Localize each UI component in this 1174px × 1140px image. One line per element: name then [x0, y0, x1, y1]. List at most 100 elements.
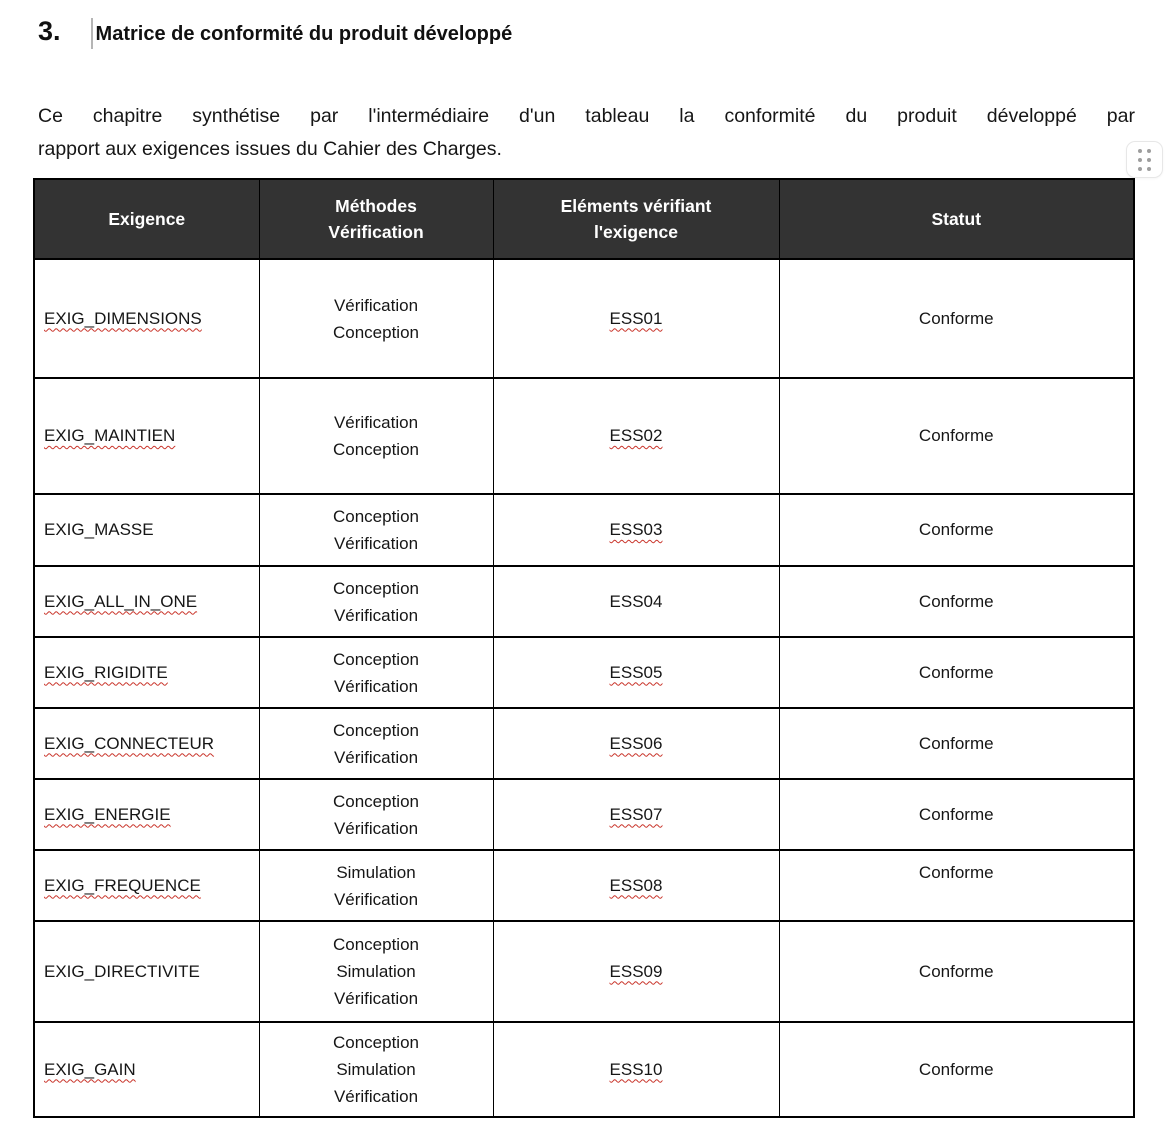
cell-element[interactable]: ESS09 [492, 920, 780, 1023]
table-row: EXIG_DIRECTIVITE Conception Simulation Véri… [33, 920, 1135, 1023]
cell-element[interactable]: ESS05 [492, 636, 780, 709]
element-label: ESS06 [609, 733, 663, 753]
methode-line: Simulation [336, 962, 416, 981]
table-row: EXIG_GAIN Conception Simulation Vérificatio… [33, 1021, 1135, 1118]
table-drag-handle[interactable] [1126, 141, 1163, 178]
statut-label: Conforme [918, 662, 994, 682]
methode-line: Vérification [333, 413, 419, 432]
methode-line: Conception [332, 649, 419, 669]
cell-methodes[interactable]: Conception Vérification [258, 707, 494, 780]
cell-element[interactable]: ESS08 [492, 849, 780, 922]
element-label: ESS04 [609, 591, 663, 611]
table-body: EXIG_DIMENSIONS Vérification Conception ESS… [33, 258, 1135, 1118]
element-label: ESS02 [609, 426, 663, 445]
exigence-label: EXIG_ENERGIE [44, 804, 171, 824]
cell-methodes[interactable]: Conception Vérification [258, 636, 494, 709]
statut-label: Conforme [918, 863, 994, 882]
cell-methodes[interactable]: Conception Simulation Vérification [258, 1021, 494, 1118]
table-row: EXIG_FREQUENCE Simulation Vérification ESS0… [33, 849, 1135, 922]
element-label: ESS01 [609, 308, 663, 328]
column-header-exigence[interactable]: Exigence [33, 178, 260, 260]
cell-statut[interactable]: Conforme [778, 565, 1135, 638]
cell-statut[interactable]: Conforme [778, 258, 1135, 379]
cell-methodes[interactable]: Vérification Conception [258, 258, 494, 379]
cell-exigence[interactable]: EXIG_GAIN [33, 1021, 260, 1118]
exigence-label: EXIG_MAINTIEN [44, 426, 176, 445]
table-row: EXIG_ENERGIE Conception Vérification ESS07 C… [33, 778, 1135, 851]
cell-exigence[interactable]: EXIG_ALL_IN_ONE [33, 565, 260, 638]
cell-methodes[interactable]: Simulation Vérification [258, 849, 494, 922]
statut-label: Conforme [918, 961, 994, 981]
cell-statut[interactable]: Conforme [778, 707, 1135, 780]
cell-statut[interactable]: Conforme [778, 636, 1135, 709]
methode-line: Vérification [333, 1087, 419, 1106]
methode-line: Vérification [333, 676, 419, 696]
cell-statut[interactable]: Conforme [778, 377, 1135, 495]
cell-element[interactable]: ESS01 [492, 258, 780, 379]
cell-element[interactable]: ESS07 [492, 778, 780, 851]
table-row: EXIG_CONNECTEUR Conception Vérification ESS… [33, 707, 1135, 780]
methode-line: Conception [332, 578, 419, 598]
cell-exigence[interactable]: EXIG_DIRECTIVITE [33, 920, 260, 1023]
cell-methodes[interactable]: Conception Vérification [258, 778, 494, 851]
methode-line: Simulation [336, 1060, 416, 1079]
text-cursor [90, 18, 93, 49]
statut-label: Conforme [918, 591, 994, 611]
cell-element[interactable]: ESS10 [492, 1021, 780, 1118]
cell-element[interactable]: ESS03 [492, 493, 780, 567]
element-label: ESS09 [609, 961, 663, 981]
grid-dots-icon [1138, 148, 1151, 171]
cell-exigence[interactable]: EXIG_MAINTIEN [33, 377, 260, 495]
cell-methodes[interactable]: Conception Vérification [258, 493, 494, 567]
column-header-elements[interactable]: Eléments vérifiant l'exigence [492, 178, 780, 260]
exigence-label: EXIG_MASSE [44, 520, 154, 539]
section-heading[interactable]: 3. Matrice de conformité du produit déve… [38, 16, 513, 49]
cell-methodes[interactable]: Conception Vérification [258, 565, 494, 638]
cell-methodes[interactable]: Conception Simulation Vérification [258, 920, 494, 1023]
cell-exigence[interactable]: EXIG_CONNECTEUR [33, 707, 260, 780]
statut-label: Conforme [918, 1059, 994, 1079]
cell-exigence[interactable]: EXIG_DIMENSIONS [33, 258, 260, 379]
table-row: EXIG_MAINTIEN Vérification Conception ESS02… [33, 377, 1135, 495]
section-title: Matrice de conformité du produit dévelop… [95, 23, 513, 45]
methode-line: Simulation [336, 862, 416, 882]
cell-statut[interactable]: Conforme [778, 849, 1135, 922]
cell-element[interactable]: ESS04 [492, 565, 780, 638]
cell-element[interactable]: ESS06 [492, 707, 780, 780]
methode-line: Vérification [333, 747, 419, 767]
element-label: ESS10 [609, 1059, 663, 1079]
exigence-label: EXIG_CONNECTEUR [44, 733, 215, 753]
methode-line: Conception [332, 720, 419, 740]
exigence-label: EXIG_ALL_IN_ONE [44, 591, 198, 611]
statut-label: Conforme [918, 520, 994, 539]
cell-statut[interactable]: Conforme [778, 1021, 1135, 1118]
column-header-statut[interactable]: Statut [778, 178, 1135, 260]
intro-line-1: Ce chapitre synthétise par l'intermédiai… [38, 105, 1135, 127]
cell-statut[interactable]: Conforme [778, 778, 1135, 851]
cell-statut[interactable]: Conforme [778, 493, 1135, 567]
intro-line-2: rapport aux exigences issues du Cahier d… [38, 138, 502, 160]
intro-paragraph[interactable]: Ce chapitre synthétise par l'intermédiai… [38, 100, 1135, 166]
column-header-methodes[interactable]: Méthodes Vérification [258, 178, 494, 260]
cell-exigence[interactable]: EXIG_RIGIDITE [33, 636, 260, 709]
statut-label: Conforme [918, 733, 994, 753]
cell-element[interactable]: ESS02 [492, 377, 780, 495]
cell-methodes[interactable]: Vérification Conception [258, 377, 494, 495]
methode-line: Conception [332, 935, 419, 954]
cell-statut[interactable]: Conforme [778, 920, 1135, 1023]
methode-line: Vérification [333, 605, 419, 625]
table-row: EXIG_MASSE Conception Vérification ESS03 Con… [33, 493, 1135, 567]
cell-exigence[interactable]: EXIG_FREQUENCE [33, 849, 260, 922]
element-label: ESS05 [609, 662, 663, 682]
cell-exigence[interactable]: EXIG_MASSE [33, 493, 260, 567]
section-number: 3. [38, 16, 61, 46]
methode-line: Vérification [333, 889, 419, 909]
compliance-matrix-table: Exigence Méthodes Vérification Eléments … [33, 178, 1135, 1118]
statut-label: Conforme [918, 804, 994, 824]
exigence-label: EXIG_GAIN [44, 1059, 136, 1079]
methode-line: Conception [332, 507, 419, 526]
cell-exigence[interactable]: EXIG_ENERGIE [33, 778, 260, 851]
statut-label: Conforme [918, 426, 994, 445]
methode-line: Conception [332, 440, 419, 459]
